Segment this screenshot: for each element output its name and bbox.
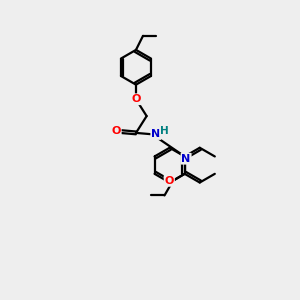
- Text: H: H: [160, 126, 169, 136]
- Text: N: N: [182, 154, 191, 164]
- Text: O: O: [131, 94, 141, 104]
- Text: O: O: [111, 127, 121, 136]
- Text: N: N: [151, 129, 160, 139]
- Text: O: O: [165, 176, 174, 186]
